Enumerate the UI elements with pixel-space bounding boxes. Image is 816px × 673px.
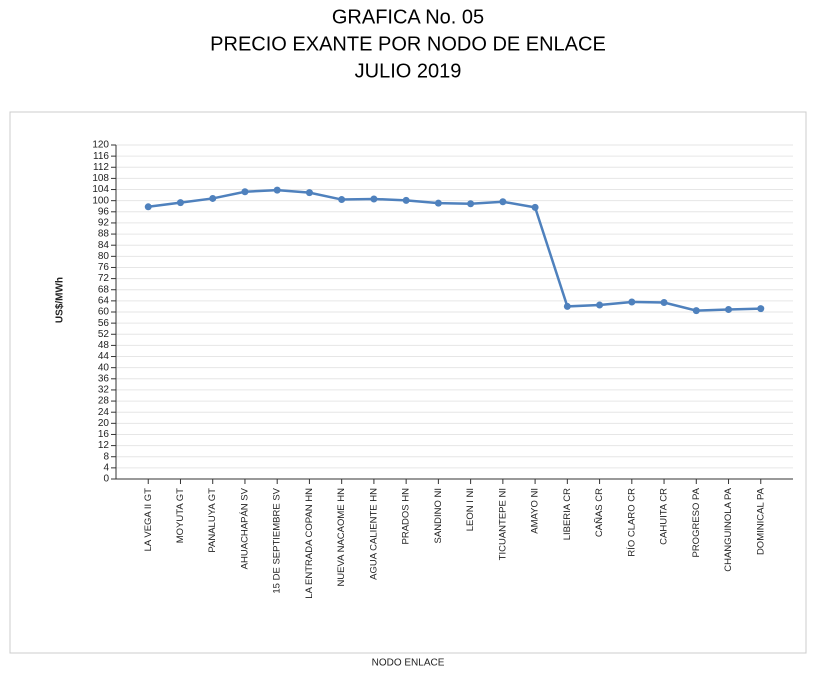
x-tick-label: SANDINO NI — [433, 488, 444, 543]
point — [757, 305, 765, 313]
y-axis-label: US$/MWh — [55, 277, 66, 323]
y-tick-label: 108 — [92, 173, 109, 184]
point — [209, 194, 217, 202]
x-tick-label: CAÑAS CR — [594, 488, 605, 537]
chart-title: GRAFICA No. 05 — [332, 6, 484, 28]
x-tick-label: CHANGUINOLA PA — [723, 487, 734, 571]
point — [596, 301, 604, 309]
y-tick-label: 88 — [98, 229, 110, 240]
point — [563, 302, 571, 310]
y-tick-label: 76 — [98, 262, 110, 273]
y-tick-label: 4 — [103, 463, 109, 474]
point — [725, 305, 733, 313]
y-tick-label: 96 — [98, 206, 110, 217]
x-tick-label: AMAYO NI — [530, 488, 541, 534]
y-tick-label: 52 — [98, 329, 110, 340]
y-tick-label: 80 — [98, 251, 110, 262]
y-tick-label: 40 — [98, 362, 110, 373]
x-tick-label: TICUANTEPE NI — [497, 488, 508, 560]
chart-title: PRECIO EXANTE POR NODO DE ENLACE — [210, 33, 606, 55]
point — [531, 203, 539, 211]
y-tick-label: 72 — [98, 273, 110, 284]
y-tick-label: 48 — [98, 340, 110, 351]
x-tick-label: LEON I NI — [465, 488, 476, 531]
x-tick-label: PROGRESO PA — [691, 487, 702, 557]
point — [628, 298, 636, 306]
y-tick-label: 116 — [93, 151, 109, 162]
y-tick-label: 24 — [98, 407, 110, 418]
x-tick-label: LIBERIA CR — [562, 488, 573, 540]
x-tick-label: RÍO CLARO CR — [626, 488, 637, 557]
y-tick-label: 120 — [92, 140, 109, 151]
x-tick-label: MOYUTA GT — [175, 488, 186, 543]
point — [499, 198, 507, 206]
x-tick-label: NUEVA NACAOME HN — [336, 488, 347, 587]
x-tick-label: PRADOS HN — [401, 488, 412, 545]
x-tick-label: 15 DE SEPTIEMBRE SV — [272, 487, 283, 593]
y-tick-label: 8 — [103, 451, 109, 462]
point — [176, 199, 184, 207]
y-tick-label: 104 — [92, 184, 109, 195]
y-tick-label: 92 — [98, 218, 110, 229]
x-tick-label: CAHUITA CR — [659, 488, 670, 545]
point — [467, 200, 475, 208]
y-tick-label: 84 — [98, 240, 110, 251]
chart-frame — [9, 111, 807, 654]
y-tick-label: 0 — [103, 474, 109, 485]
line — [148, 188, 761, 312]
x-tick-label: PANALUYA GT — [207, 488, 218, 553]
x-tick-label: AHUACHAPÁN SV — [239, 487, 250, 569]
point — [434, 199, 442, 207]
y-tick-label: 32 — [98, 385, 110, 396]
y-tick-label: 44 — [98, 351, 110, 362]
y-tick-label: 20 — [98, 418, 110, 429]
point — [692, 307, 700, 315]
chart-title: JULIO 2019 — [355, 60, 462, 82]
y-tick-label: 64 — [98, 296, 110, 307]
point — [144, 203, 152, 211]
x-axis-label: NODO ENLACE — [372, 658, 445, 669]
y-tick-label: 100 — [92, 195, 109, 206]
y-tick-label: 28 — [98, 396, 110, 407]
point — [402, 196, 410, 204]
y-tick-label: 36 — [98, 373, 110, 384]
y-tick-label: 112 — [93, 162, 109, 173]
point — [241, 188, 249, 196]
point — [370, 195, 378, 203]
y-tick-label: 60 — [98, 307, 110, 318]
x-tick-label: AGUA CALIENTE HN — [368, 488, 379, 580]
point — [660, 299, 668, 307]
x-tick-label: LA ENTRADA COPAN HN — [304, 488, 315, 599]
point — [305, 189, 313, 197]
y-tick-label: 68 — [98, 284, 110, 295]
x-tick-label: DOMINICAL PA — [755, 487, 766, 555]
point — [273, 186, 281, 194]
x-tick-label: LA VEGA II GT — [143, 488, 154, 552]
y-tick-label: 16 — [98, 429, 110, 440]
y-tick-label: 12 — [98, 440, 110, 451]
point — [338, 196, 346, 204]
y-tick-label: 56 — [98, 318, 110, 329]
